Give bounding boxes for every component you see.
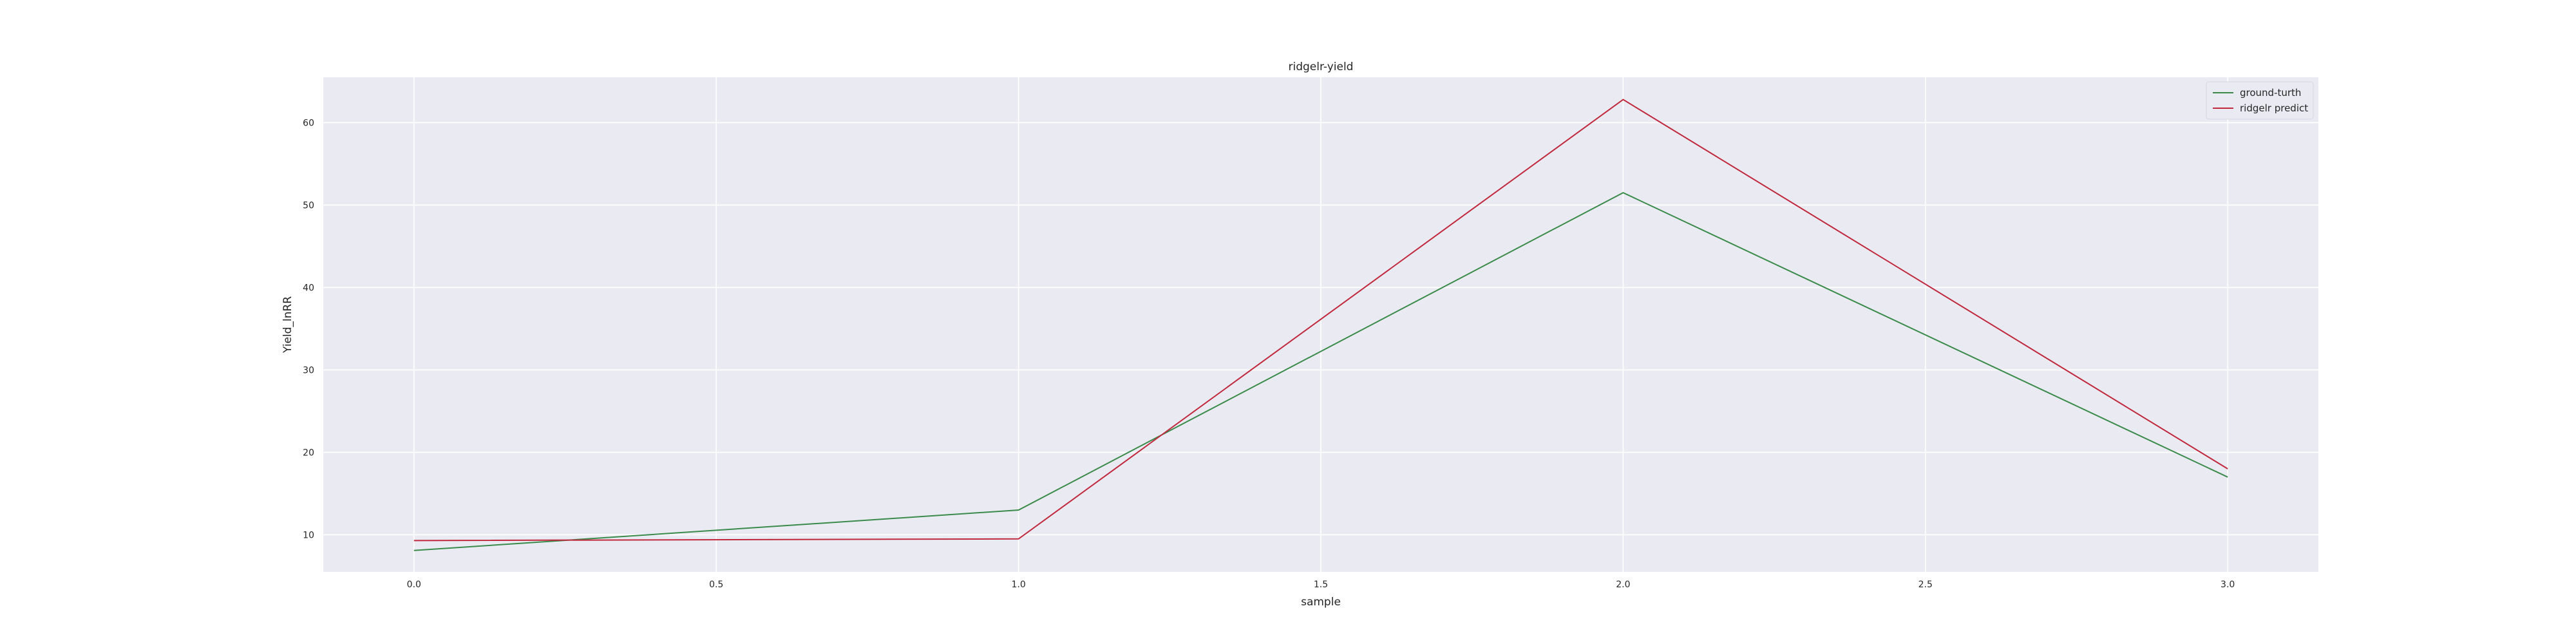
x-tick-label: 0.0 <box>407 580 421 590</box>
x-tick-label: 3.0 <box>2221 580 2235 590</box>
x-tick-label: 1.5 <box>1314 580 1328 590</box>
chart-title: ridgelr-yield <box>1289 61 1354 73</box>
legend-label-0: ground-turth <box>2240 87 2301 99</box>
x-tick-label: 2.0 <box>1616 580 1630 590</box>
series-line-1 <box>413 99 2228 542</box>
y-tick-label: 40 <box>303 283 314 293</box>
y-tick-labels: 10 20 30 40 50 60 <box>303 118 314 540</box>
x-tick-label: 2.5 <box>1918 580 1933 590</box>
y-tick-label: 50 <box>303 200 314 211</box>
y-tick-label: 30 <box>303 365 314 375</box>
x-tick-label: 1.0 <box>1011 580 1025 590</box>
x-axis-label: sample <box>1301 596 1341 609</box>
legend-label-1: ridgelr predict <box>2240 102 2308 114</box>
y-axis-label: Yield_lnRR <box>281 296 294 354</box>
y-tick-label: 10 <box>303 530 314 540</box>
x-tick-labels: 0.0 0.5 1.0 1.5 2.0 2.5 3.0 <box>407 580 2235 590</box>
legend-box <box>2206 81 2314 120</box>
x-tick-label: 0.5 <box>709 580 723 590</box>
legend: ground-turth ridgelr predict <box>2206 81 2314 120</box>
y-tick-label: 20 <box>303 448 314 458</box>
y-tick-label: 60 <box>303 118 314 128</box>
series-layer <box>413 99 2228 551</box>
series-line-0 <box>413 192 2228 551</box>
